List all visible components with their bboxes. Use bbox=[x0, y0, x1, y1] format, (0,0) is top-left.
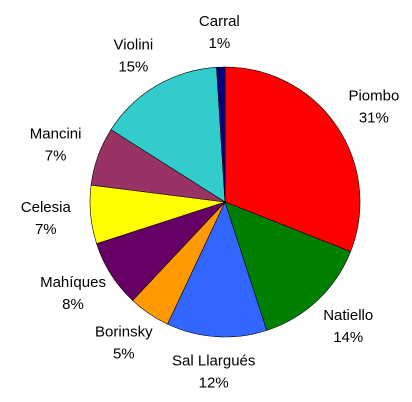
slice-value-label: 14% bbox=[333, 329, 363, 346]
slice-value-label: 15% bbox=[118, 59, 148, 76]
slice-value-label: 1% bbox=[209, 35, 231, 52]
slice-label: Violini bbox=[113, 37, 153, 54]
pie-slice bbox=[224, 66, 361, 253]
pie-slice bbox=[110, 66, 226, 203]
slice-value-label: 7% bbox=[35, 221, 57, 238]
slice-label: Piombo bbox=[348, 87, 399, 104]
slice-value-label: 31% bbox=[359, 109, 389, 126]
pie-slice bbox=[167, 201, 268, 338]
pie-slice bbox=[216, 66, 226, 203]
slice-value-label: 5% bbox=[113, 346, 135, 363]
slice-label: Carral bbox=[199, 13, 240, 30]
slice-label: Sal Llargués bbox=[172, 353, 255, 370]
slice-label: Natiello bbox=[323, 307, 373, 324]
slice-label: Celesia bbox=[21, 199, 72, 216]
slice-label: Mahíques bbox=[40, 274, 106, 291]
slice-value-label: 7% bbox=[45, 147, 67, 164]
slice-value-label: 8% bbox=[62, 296, 84, 313]
slice-label: Mancini bbox=[30, 125, 82, 142]
slice-label: Borinsky bbox=[95, 324, 153, 341]
slice-value-label: 12% bbox=[199, 375, 229, 392]
